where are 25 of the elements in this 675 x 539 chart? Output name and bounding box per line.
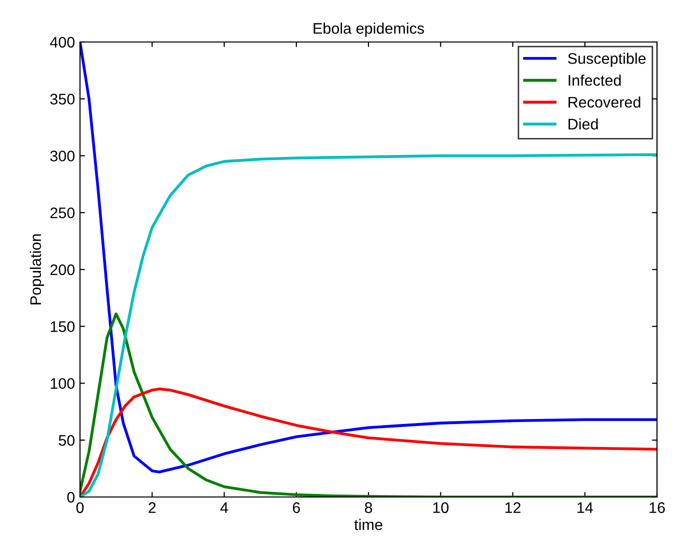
y-axis-title: Population [30, 234, 44, 304]
x-tick-label: 6 [292, 502, 300, 514]
x-tick-label: 2 [148, 502, 156, 513]
x-tick-label: 10 [433, 502, 449, 514]
y-tick-label: 50 [58, 434, 75, 446]
y-tick-label: 250 [50, 207, 75, 218]
y-tick-label: 0 [67, 492, 75, 503]
y-tick-label: 350 [50, 94, 75, 105]
legend-label: Recovered [568, 96, 640, 108]
x-tick-label: 12 [505, 502, 520, 513]
x-tick-label: 16 [650, 502, 665, 514]
x-tick-label: 0 [76, 502, 84, 514]
legend-label: Susceptible [568, 52, 646, 67]
legend-label: Died [568, 118, 598, 130]
x-tick-label: 4 [220, 502, 228, 513]
chart-title: Ebola epidemics [314, 22, 424, 37]
y-tick-label: 400 [50, 36, 75, 48]
y-tick-label: 150 [50, 321, 75, 332]
y-tick-label: 300 [50, 150, 75, 162]
x-axis-title: time [354, 518, 382, 530]
x-tick-label: 14 [578, 502, 593, 513]
y-tick-label: 200 [50, 264, 75, 276]
legend-label: Infected [568, 74, 621, 86]
y-tick-label: 100 [50, 378, 75, 389]
x-tick-label: 8 [364, 502, 372, 514]
